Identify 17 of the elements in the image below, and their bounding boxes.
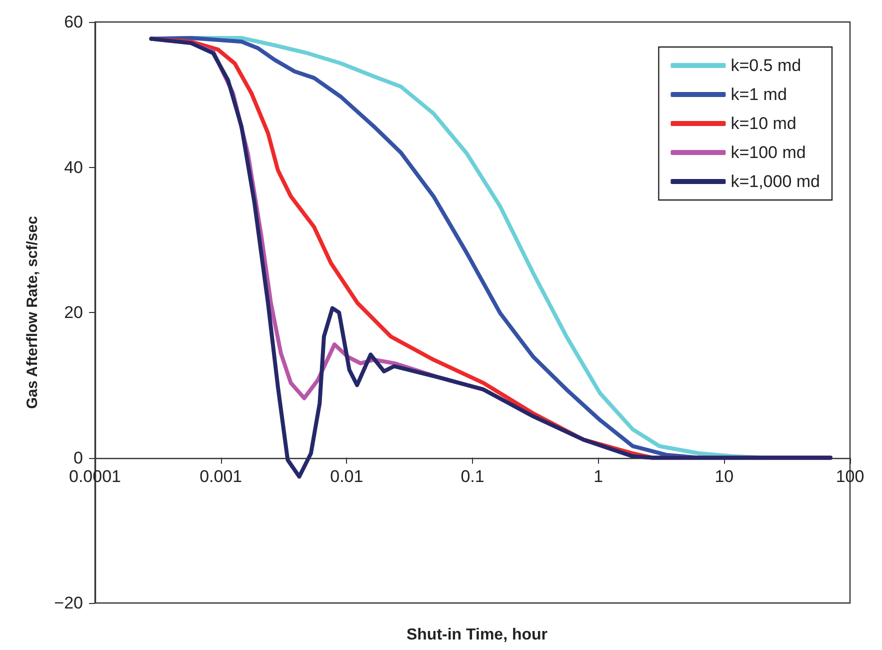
x-axis-title: Shut-in Time, hour bbox=[406, 626, 548, 644]
y-tick-label: −20 bbox=[54, 594, 83, 612]
x-tick-label: 1 bbox=[594, 466, 604, 486]
legend-label: k=0.5 md bbox=[730, 56, 802, 75]
x-tick-label: 10 bbox=[714, 466, 734, 486]
y-tick-label: 40 bbox=[64, 158, 83, 177]
y-tick-label: 0 bbox=[74, 448, 83, 468]
legend-label: k=10 md bbox=[730, 114, 796, 133]
legend-label: k=1 md bbox=[730, 85, 787, 104]
x-tick-label: 0.001 bbox=[200, 466, 242, 486]
legend-label: k=1,000 md bbox=[730, 172, 820, 191]
y-axis-title: Gas Afterflow Rate, scf/sec bbox=[24, 216, 41, 409]
x-tick-label: 0.1 bbox=[460, 466, 484, 486]
y-tick-label: 60 bbox=[64, 12, 83, 32]
legend-label: k=100 md bbox=[730, 143, 806, 162]
x-tick-label: 0.01 bbox=[330, 466, 364, 486]
y-tick-label: 20 bbox=[64, 303, 83, 322]
